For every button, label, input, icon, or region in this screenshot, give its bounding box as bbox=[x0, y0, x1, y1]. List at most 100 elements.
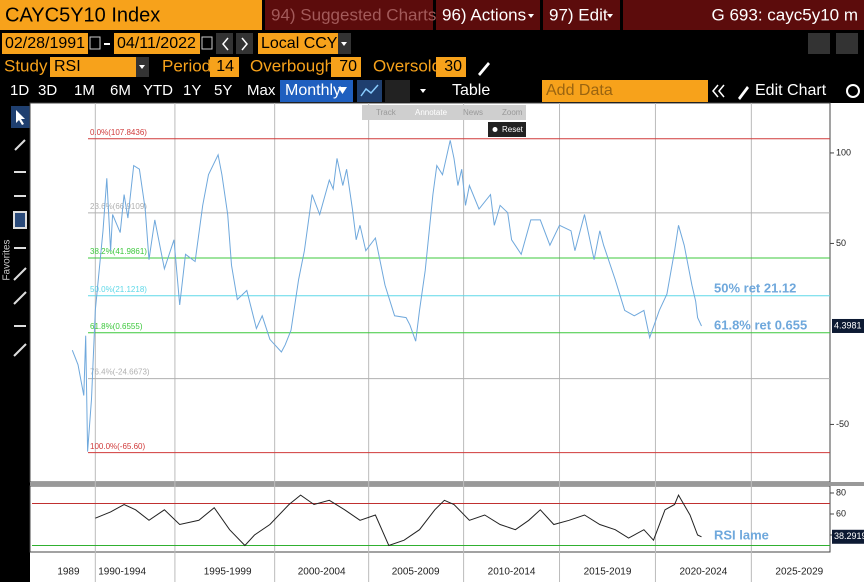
frequency: Monthly bbox=[285, 82, 341, 99]
reset-icon bbox=[492, 127, 498, 132]
period-button[interactable]: 1Y bbox=[183, 82, 201, 99]
tool-t[interactable] bbox=[13, 211, 27, 229]
reset-button[interactable] bbox=[488, 122, 526, 137]
start-date-field[interactable] bbox=[2, 33, 88, 54]
line-icon bbox=[360, 84, 379, 97]
track-tool[interactable]: Track bbox=[376, 108, 397, 117]
last-value: 4.3981 bbox=[834, 320, 862, 330]
zoom-tool[interactable]: Zoom bbox=[502, 108, 523, 117]
tool-fib[interactable] bbox=[13, 343, 27, 357]
calendar-icon[interactable] bbox=[89, 36, 101, 50]
x-tick-label: 1989 bbox=[57, 567, 80, 578]
period-button[interactable]: Max bbox=[247, 82, 276, 99]
x-tick-label: 2010-2014 bbox=[488, 567, 536, 578]
pen-icon bbox=[738, 86, 749, 100]
period-field[interactable] bbox=[210, 57, 239, 77]
overbought-label: Overbought bbox=[250, 56, 339, 75]
fullscreen-button[interactable] bbox=[836, 33, 858, 54]
series-line bbox=[71, 140, 702, 452]
options-button[interactable] bbox=[385, 80, 410, 102]
next-arrow bbox=[241, 37, 248, 51]
x-tick-label: 2000-2004 bbox=[298, 567, 346, 578]
dropdown-arrow bbox=[528, 14, 534, 18]
last-value-box bbox=[832, 529, 864, 544]
ticker: CAYC5Y10 Index bbox=[5, 4, 160, 26]
screen-name: G 693: cayc5y10 m bbox=[712, 5, 858, 24]
dropdown-arrow bbox=[341, 42, 347, 46]
fib-label: 100.0%(-65.60) bbox=[90, 442, 145, 451]
x-tick-label: 2005-2009 bbox=[392, 567, 440, 578]
period: 14 bbox=[216, 58, 234, 75]
collapse-icon[interactable] bbox=[712, 84, 725, 98]
fib-label: 0.0%(107.8436) bbox=[90, 128, 147, 137]
end-date-field[interactable] bbox=[114, 33, 200, 54]
period-button[interactable]: 6M bbox=[110, 82, 131, 99]
suggested-charts: 94) Suggested Charts bbox=[271, 5, 436, 24]
period-button[interactable]: 1M bbox=[74, 82, 95, 99]
drawing-tools bbox=[13, 139, 27, 357]
period-button[interactable]: 5Y bbox=[214, 82, 232, 99]
left-toolbar bbox=[0, 103, 30, 365]
tool-channel[interactable] bbox=[13, 291, 27, 305]
ticker-field[interactable] bbox=[0, 0, 262, 30]
table-button[interactable]: Table bbox=[452, 82, 490, 99]
overbought-field[interactable] bbox=[331, 57, 361, 77]
frequency-button[interactable] bbox=[280, 80, 353, 102]
edit-button[interactable] bbox=[543, 0, 620, 30]
add-data: Add Data bbox=[546, 82, 613, 99]
cursor-icon bbox=[16, 110, 25, 125]
fib-label: 61.8%(0.6555) bbox=[90, 322, 143, 331]
suggested-button[interactable] bbox=[265, 0, 433, 30]
annotation: 50% ret 21.12 bbox=[714, 280, 796, 295]
actions-button[interactable] bbox=[436, 0, 540, 30]
annotate-tool[interactable]: Annotate bbox=[415, 108, 448, 117]
y-tick-label: -50 bbox=[836, 419, 849, 429]
y-tick-label: 60 bbox=[836, 508, 846, 518]
last-value: 38.2919 bbox=[834, 531, 864, 541]
oversold-field[interactable] bbox=[436, 57, 466, 77]
period-button[interactable]: 3D bbox=[38, 82, 57, 99]
x-tick-label: 2015-2019 bbox=[584, 567, 632, 578]
tool-line[interactable] bbox=[14, 139, 26, 151]
y-tick-label: 80 bbox=[836, 487, 846, 497]
edit: 97) Edit bbox=[549, 5, 608, 24]
prev-button[interactable] bbox=[216, 33, 233, 54]
currency: Local CCY bbox=[261, 35, 338, 52]
end-date: 04/11/2022 bbox=[117, 35, 196, 52]
fib-label: 50.0%(21.1218) bbox=[90, 285, 147, 294]
oversold: 30 bbox=[444, 58, 462, 75]
dropdown-arrow bbox=[139, 65, 145, 69]
edit-chart-button[interactable]: Edit Chart bbox=[755, 82, 827, 99]
period-button[interactable]: YTD bbox=[143, 82, 173, 99]
news-tool[interactable]: News bbox=[463, 108, 483, 117]
favorites-label: Favorites bbox=[2, 239, 13, 280]
oversold-label: Oversold bbox=[373, 56, 441, 75]
x-tick-label: 2025-2029 bbox=[775, 567, 823, 578]
period-buttons: 1D 3D 1M 6M YTD 1Y 5Y Max bbox=[10, 82, 276, 99]
settings-icon[interactable] bbox=[846, 84, 860, 98]
fib-label: 76.4%(-24.6673) bbox=[90, 368, 150, 377]
x-tick-label: 1995-1999 bbox=[204, 567, 252, 578]
pen-icon[interactable] bbox=[478, 62, 490, 76]
tool-trend[interactable] bbox=[13, 267, 27, 281]
period-button[interactable]: 1D bbox=[10, 82, 29, 99]
fib-label: 23.6%(66.9109) bbox=[90, 202, 147, 211]
study-field[interactable] bbox=[50, 57, 136, 77]
currency-field[interactable] bbox=[258, 33, 338, 54]
y-tick-label: 100 bbox=[836, 147, 851, 157]
undo-button[interactable] bbox=[808, 33, 830, 54]
series-line bbox=[95, 493, 702, 547]
next-button[interactable] bbox=[236, 33, 253, 54]
dropdown-arrow bbox=[338, 87, 347, 94]
actions: 96) Actions bbox=[442, 5, 526, 24]
overbought: 70 bbox=[339, 58, 357, 75]
x-tick-label: 2020-2024 bbox=[679, 567, 727, 578]
calendar-icon[interactable] bbox=[201, 36, 213, 50]
tool-strip bbox=[362, 105, 526, 120]
reset: Reset bbox=[502, 125, 524, 134]
add-data-field[interactable] bbox=[542, 80, 708, 102]
dropdown-arrow bbox=[420, 89, 426, 93]
x-tick-label: 1990-1994 bbox=[98, 567, 146, 578]
y-tick-label: 50 bbox=[836, 238, 846, 248]
